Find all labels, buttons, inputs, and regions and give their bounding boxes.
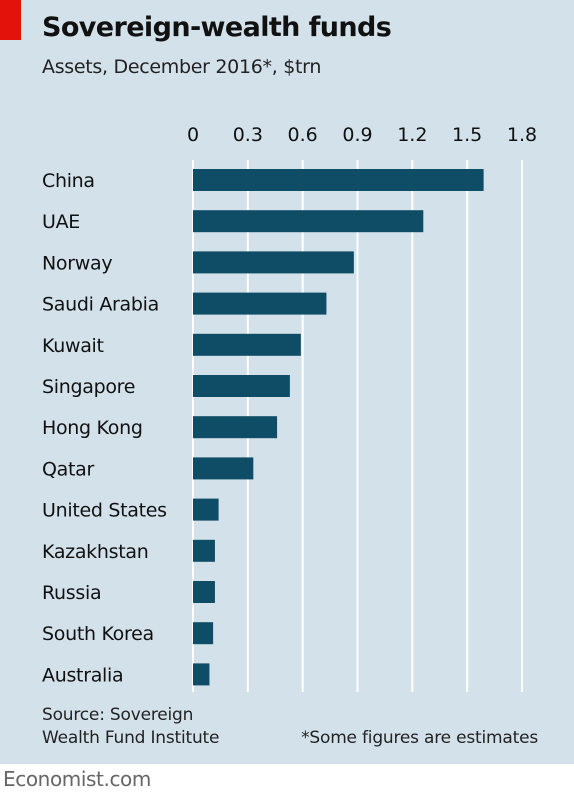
bar (193, 581, 215, 603)
bar-chart: 0 0.3 0.6 0.9 1.2 1.5 1.8 China UAE Norway Saudi … (42, 124, 537, 692)
category-labels: China UAE Norway Saudi Arabia Kuwait Singapor… (42, 170, 167, 686)
chart-subtitle: Assets, December 2016*, $trn (42, 56, 322, 78)
bar (193, 622, 214, 645)
bars (193, 169, 484, 686)
x-tick-label: 0.3 (233, 124, 263, 146)
bar (193, 663, 210, 686)
category-label: UAE (42, 211, 80, 233)
x-tick-label: 0 (187, 124, 199, 146)
category-label: Hong Kong (42, 417, 143, 439)
bar (193, 251, 354, 274)
bar (193, 333, 301, 356)
source-note: Source: Sovereign Wealth Fund Institute (42, 704, 219, 750)
bar (193, 169, 484, 191)
brand-credit: Economist.com (3, 767, 151, 791)
category-label: Australia (42, 664, 123, 686)
source-line-2: Wealth Fund Institute (42, 728, 220, 748)
chart-title: Sovereign-wealth funds (42, 12, 392, 43)
x-tick-label: 1.2 (397, 124, 427, 146)
category-label: Kuwait (42, 335, 104, 357)
source-line-1: Source: Sovereign (42, 705, 194, 725)
category-label: United States (42, 500, 167, 522)
category-label: Kazakhstan (42, 541, 148, 563)
category-label: Russia (42, 582, 101, 604)
bar (193, 210, 424, 233)
x-tick-label: 1.8 (507, 124, 537, 146)
category-label: China (42, 170, 95, 192)
x-tick-label: 0.6 (288, 124, 318, 146)
bar (193, 539, 215, 562)
bar (193, 416, 278, 439)
bar (193, 457, 254, 480)
x-tick-label: 1.5 (452, 124, 482, 146)
x-axis-ticks: 0 0.3 0.6 0.9 1.2 1.5 1.8 (187, 124, 537, 146)
category-label: Qatar (42, 458, 94, 480)
category-label: Norway (42, 252, 112, 274)
category-label: South Korea (42, 623, 154, 645)
bar (193, 498, 219, 521)
estimate-footnote: *Some figures are estimates (301, 728, 538, 748)
bar (193, 292, 327, 315)
x-tick-label: 0.9 (342, 124, 372, 146)
red-corner-tag (0, 0, 21, 40)
category-label: Saudi Arabia (42, 294, 159, 316)
category-label: Singapore (42, 376, 135, 398)
bar (193, 375, 290, 397)
